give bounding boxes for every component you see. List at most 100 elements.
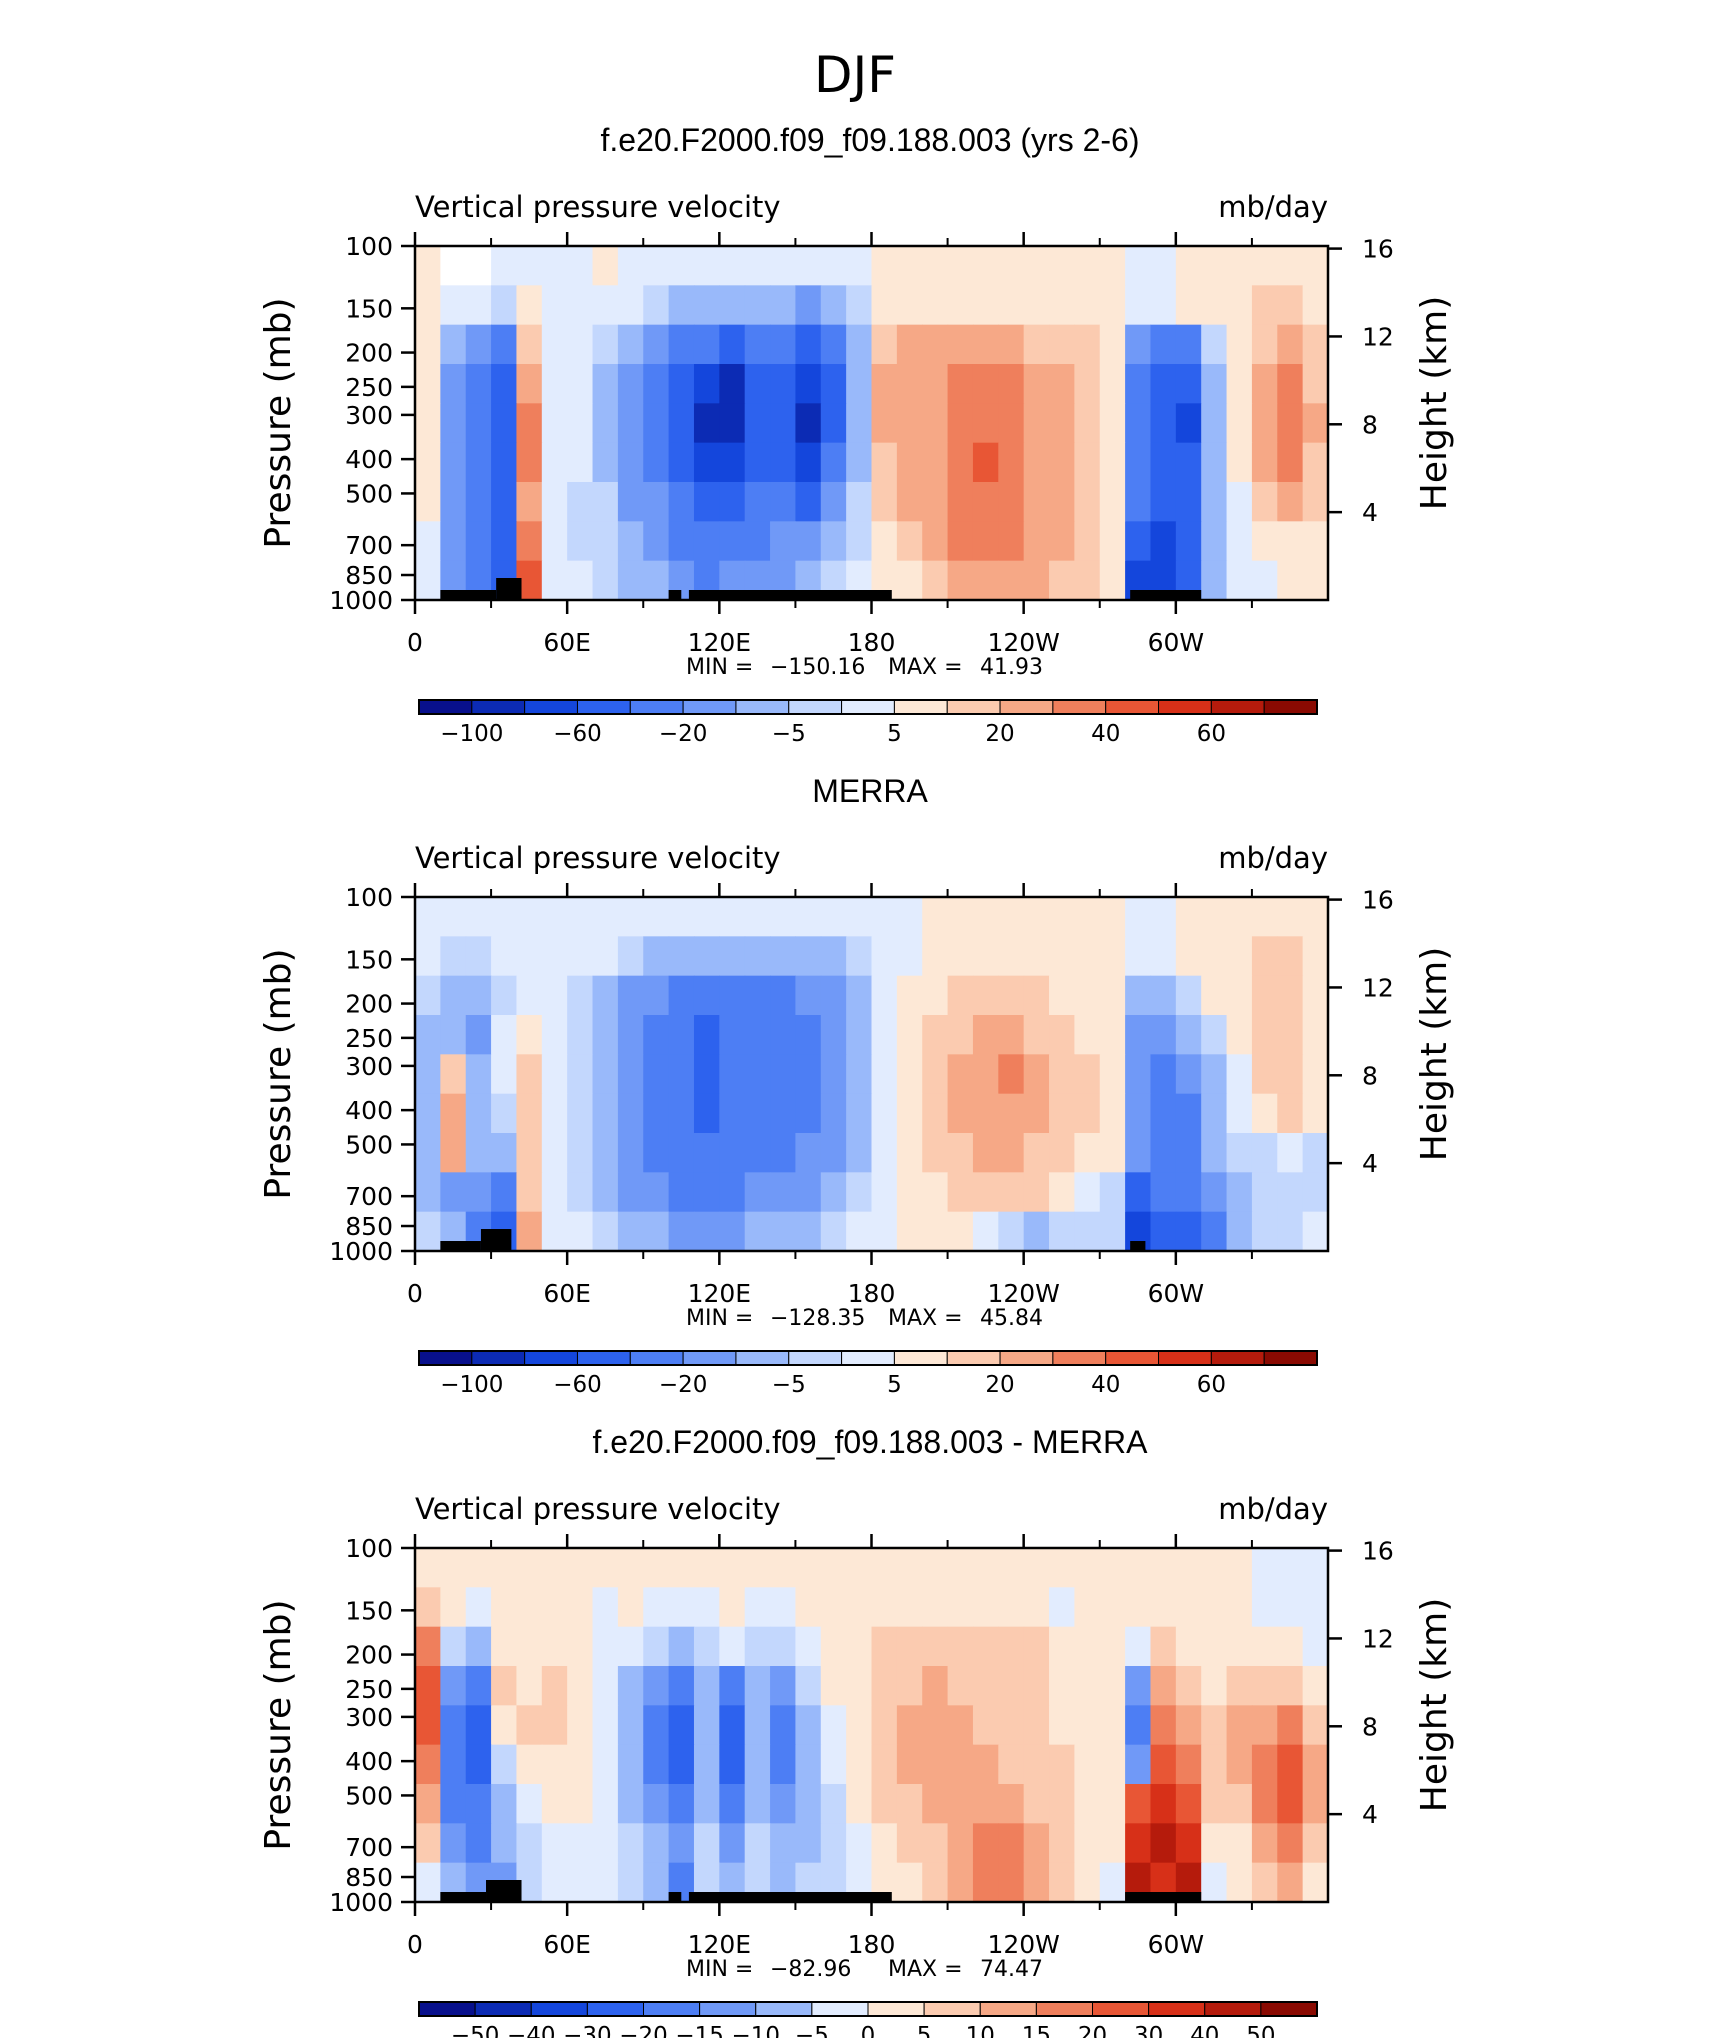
heatmap-cell (744, 1133, 771, 1173)
heatmap-cell (1175, 1172, 1202, 1213)
heatmap-cell (465, 521, 492, 562)
heatmap-cell (1023, 897, 1050, 937)
heatmap-cell (744, 364, 771, 404)
heatmap-cell (415, 560, 441, 601)
heatmap-cell (871, 1172, 898, 1213)
heatmap-cell (1175, 285, 1202, 326)
heatmap-cell (1099, 1823, 1126, 1864)
heatmap-cell (1251, 1626, 1278, 1667)
heatmap-cell (998, 482, 1025, 522)
heatmap-cell (719, 897, 746, 937)
heatmap-cell (896, 1587, 923, 1628)
heatmap-cell (1099, 1015, 1126, 1055)
heatmap-cell (846, 1587, 873, 1628)
heatmap-cell (516, 1093, 543, 1134)
heatmap-cell (1277, 285, 1304, 326)
heatmap-cell (617, 1133, 644, 1173)
heatmap-cell (846, 285, 873, 326)
heatmap-cell (795, 403, 822, 444)
heatmap-cell (820, 1015, 847, 1055)
heatmap-cell (1150, 1587, 1177, 1628)
colorbar-label: −60 (553, 721, 602, 747)
heatmap-cell (846, 1093, 873, 1134)
heatmap-cell (465, 936, 492, 977)
heatmap-cell (415, 442, 441, 483)
heatmap-cell (643, 1548, 670, 1588)
heatmap-cell (1074, 1587, 1101, 1628)
heatmap-cell (1226, 560, 1253, 601)
heatmap-cell (541, 560, 568, 601)
heatmap-cell (1099, 442, 1126, 483)
heatmap-cell (1074, 897, 1101, 937)
heatmap-cell (1023, 403, 1050, 444)
heatmap-cell (871, 975, 898, 1016)
colorbar-swatch (1260, 2001, 1318, 2017)
heatmap-cell (491, 1172, 518, 1213)
heatmap-cell (1302, 936, 1329, 977)
colorbar-swatch (1052, 1350, 1107, 1366)
colorbar-label: 15 (1022, 2023, 1051, 2038)
heatmap-cell (415, 1172, 441, 1213)
colorbar: −50 −40 −30 −20 −15 −10 −5 0 5 10 15 20 30 40 50 (418, 2001, 1318, 2038)
heatmap-cell (1302, 442, 1329, 483)
heatmap-cell (465, 442, 492, 483)
heatmap-cell (592, 1133, 619, 1173)
heatmap-cell (668, 364, 695, 404)
heatmap-cell (693, 403, 720, 444)
heatmap-cell (922, 1744, 949, 1785)
heatmap-cell (541, 1862, 568, 1903)
heatmap-cell (922, 1054, 949, 1095)
colorbar-swatch (946, 699, 1001, 715)
heatmap-cell (643, 1587, 670, 1628)
y-tick-label: 200 (345, 990, 393, 1019)
heatmap-cell (440, 246, 467, 286)
heatmap-cell (1049, 1666, 1075, 1706)
heatmap-cell (1302, 1054, 1329, 1095)
y-tick-label: 100 (345, 1534, 393, 1563)
heatmap-cell (1302, 1093, 1329, 1134)
heatmap-cell (541, 1626, 568, 1667)
heatmap-cell (1201, 1133, 1228, 1173)
heatmap-cell (972, 1744, 999, 1785)
heatmap-cell (744, 1054, 771, 1095)
x-tick-label: 60E (543, 628, 591, 657)
y-tick-label: 500 (345, 1130, 393, 1159)
heatmap-cell (947, 1862, 974, 1903)
colorbar-swatch (576, 1350, 631, 1366)
heatmap-cell (1251, 442, 1278, 483)
y-tick-label: 400 (345, 445, 393, 474)
heatmap-cell (1277, 1548, 1304, 1588)
colorbar-frame (418, 699, 1318, 715)
heatmap-cell (871, 1015, 898, 1055)
heatmap-cell (896, 442, 923, 483)
heatmap-cell (719, 1015, 746, 1055)
heatmap-cell (1125, 1626, 1152, 1667)
heatmap-cell (1049, 1587, 1075, 1628)
heatmap-cell (516, 246, 543, 286)
units-label: mb/day (1218, 1492, 1328, 1526)
heatmap-cell (770, 1548, 797, 1588)
heatmap-cell (491, 1823, 518, 1864)
heatmap-cell (896, 1666, 923, 1706)
heatmap-cell (871, 1093, 898, 1134)
heatmap-cell (1201, 482, 1228, 522)
heatmap-cell (1150, 1211, 1177, 1252)
heatmap-cell (668, 1093, 695, 1134)
max-label: MAX = (888, 1957, 963, 1982)
heatmap-cell (415, 1862, 441, 1903)
heatmap-cell (947, 482, 974, 522)
heatmap-cell (415, 1211, 441, 1252)
heatmap-cell (1049, 560, 1075, 601)
heatmap-cell (1226, 975, 1253, 1016)
heatmap-cell (415, 975, 441, 1016)
variable-label: Vertical pressure velocity (415, 1492, 781, 1526)
heatmap-cell (820, 1172, 847, 1213)
heatmap-cell (972, 1548, 999, 1588)
topography-mask (688, 1892, 892, 1902)
x-tick-label: 0 (407, 628, 423, 657)
heatmap-cell (1125, 975, 1152, 1016)
heatmap-cell (415, 482, 441, 522)
heatmap-cell (998, 1626, 1025, 1667)
height-tick-label: 12 (1362, 1624, 1394, 1653)
